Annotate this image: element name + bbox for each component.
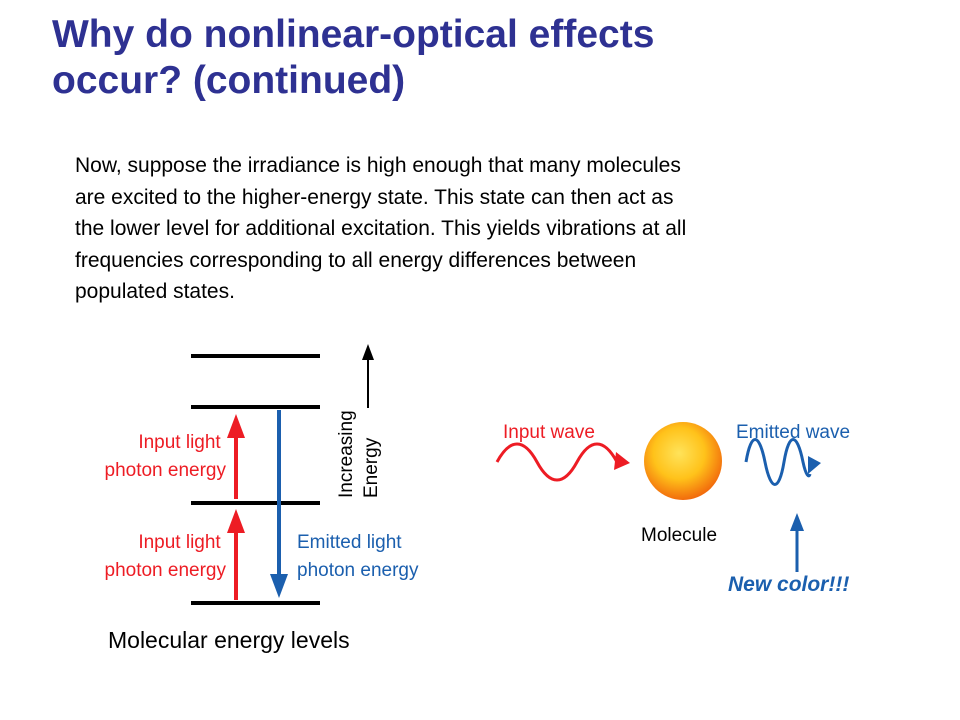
emitted-wave-label: Emitted wave: [736, 422, 850, 443]
new-color-arrow: [790, 513, 804, 572]
emitted-wave: [744, 438, 821, 486]
slide-title-line-2: occur? (continued): [52, 59, 406, 102]
input-wave: [495, 442, 630, 482]
paragraph-line: Now, suppose the irradiance is high enou…: [75, 154, 681, 177]
energy-level-diagram: Input light photon energy Input light ph…: [105, 344, 419, 653]
molecule-label: Molecule: [641, 525, 717, 546]
emitted-photon-arrow: [270, 410, 288, 598]
paragraph-line: frequencies corresponding to all energy …: [75, 248, 637, 272]
input-wave-label: Input wave: [503, 422, 595, 443]
explanation-paragraph: Now, suppose the irradiance is high enou…: [75, 150, 875, 308]
input-light-label-lower: Input light photon energy: [105, 532, 227, 581]
paragraph-line: the lower level for additional excitatio…: [75, 217, 687, 240]
paragraph-line: are excited to the higher-energy state. …: [75, 185, 674, 209]
input-light-label-upper: Input light photon energy: [105, 432, 227, 481]
paragraph-line: populated states.: [75, 280, 235, 303]
increasing-energy-arrow: [362, 344, 374, 408]
molecule-wave-diagram: Input wave Emitted wave Molecule New col…: [495, 422, 850, 596]
input-photon-arrow-upper: [227, 414, 245, 499]
new-color-label: New color!!!: [728, 573, 849, 596]
energy-diagram-caption: Molecular energy levels: [108, 627, 350, 653]
emitted-light-label: Emitted light photon energy: [297, 532, 419, 581]
input-photon-arrow-lower: [227, 509, 245, 600]
molecule-sphere: [644, 422, 722, 500]
increasing-energy-label: Increasing Energy: [336, 405, 382, 498]
slide-title: Why do nonlinear-optical effects occur? …: [52, 12, 912, 104]
slide-title-line-1: Why do nonlinear-optical effects: [52, 13, 655, 56]
